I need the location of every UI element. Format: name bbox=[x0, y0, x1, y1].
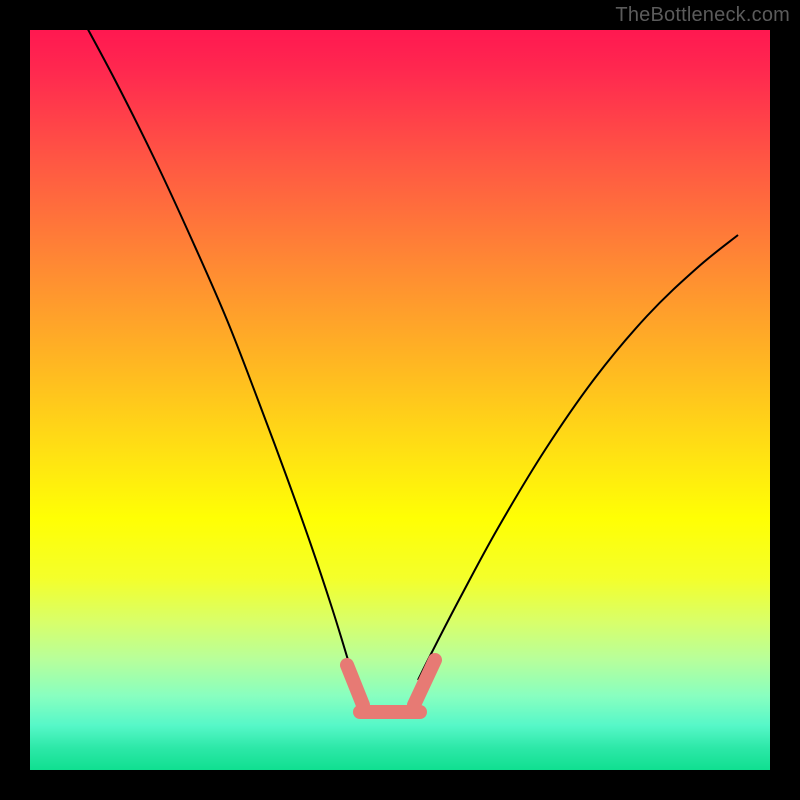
watermark-text: TheBottleneck.com bbox=[615, 4, 790, 27]
curve-left bbox=[72, 0, 355, 685]
chart-curve-layer bbox=[30, 30, 770, 770]
highlight-segment bbox=[347, 665, 363, 705]
highlight-group bbox=[347, 660, 435, 712]
curve-right bbox=[418, 235, 738, 680]
chart-plot-area bbox=[30, 30, 770, 770]
highlight-segment bbox=[414, 660, 435, 705]
